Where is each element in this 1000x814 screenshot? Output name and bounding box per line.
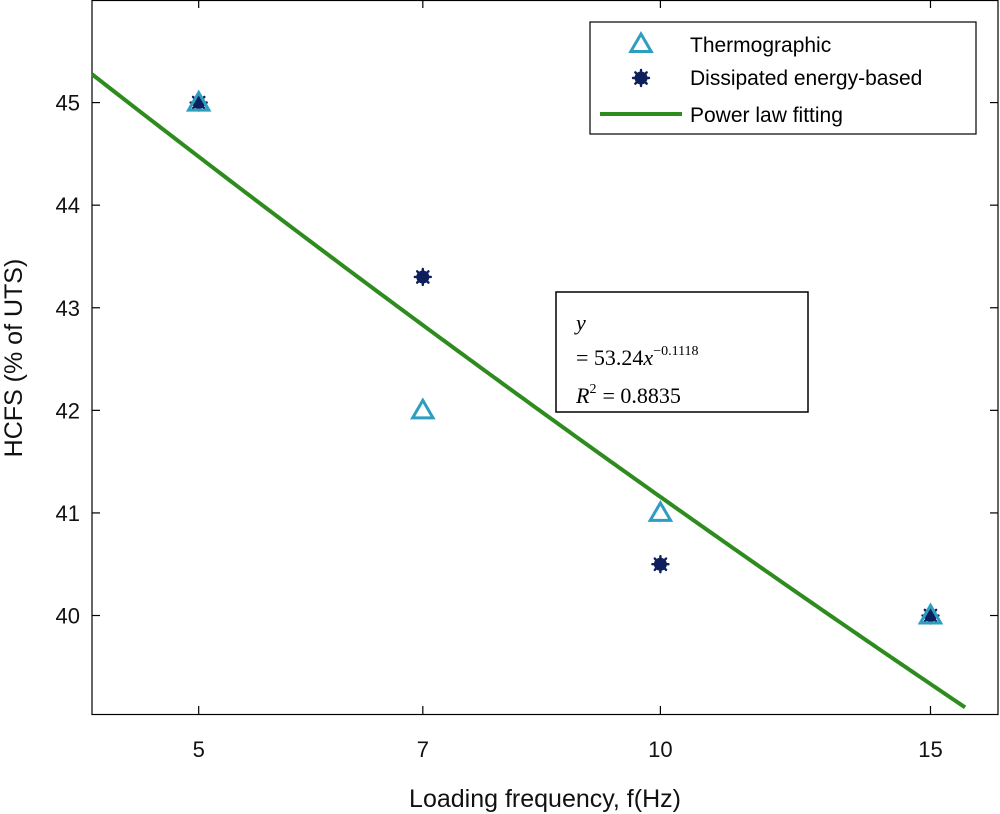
legend-dissipated-symbol [631, 68, 651, 88]
axis-tick-labels: 5 7 10 15 40 41 42 43 44 45 [56, 91, 943, 762]
plot-area: 5 7 10 15 40 41 42 43 44 45 [56, 0, 999, 762]
equation-line: = 53.24x−0.1118 [576, 344, 699, 370]
legend-fit-label: Power law fitting [690, 104, 843, 127]
y-tick-label: 44 [56, 193, 80, 218]
x-tick-label: 10 [648, 737, 672, 762]
thermographic-point [410, 397, 436, 420]
x-tick-label: 15 [918, 737, 942, 762]
dissipated-energy-point [413, 267, 433, 287]
x-tick-label: 5 [193, 737, 205, 762]
axis-ticks [92, 0, 998, 714]
r-squared-symbol: R [575, 383, 590, 408]
thermographic-point [917, 602, 944, 625]
x-axis-title: Loading frequency, f(Hz) [409, 785, 681, 813]
y-tick-label: 42 [56, 398, 80, 423]
equation-annotation: y = 53.24x−0.1118 R2 = 0.8835 [555, 291, 809, 413]
equation-x: x [642, 345, 653, 370]
equation-exponent: −0.1118 [653, 344, 698, 359]
legend-thermographic-symbol [628, 31, 654, 53]
y-tick-label: 43 [56, 296, 80, 321]
x-tick-label: 7 [417, 737, 429, 762]
axes-frame [91, 0, 999, 716]
legend-star-marker [631, 68, 651, 88]
y-tick-label: 45 [56, 91, 80, 116]
y-tick-label: 40 [56, 604, 80, 629]
legend-dissipated-label: Dissipated energy-based [690, 67, 922, 90]
equation-box [555, 291, 809, 413]
thermographic-point [647, 499, 674, 522]
equation-y: y [574, 310, 586, 335]
legend: Thermographic Dissipated energy-based Po… [589, 21, 977, 135]
equation-coefficient: = 53.24 [576, 345, 643, 370]
legend-thermographic-label: Thermographic [690, 34, 831, 57]
power-law-fit-curve [90, 72, 967, 710]
dissipated-energy-point [651, 555, 670, 574]
y-axis-title: HCFS (% of UTS) [0, 259, 28, 458]
data-markers [185, 89, 944, 625]
r-squared-power: 2 [589, 382, 596, 397]
r-squared: R2 = 0.8835 [575, 382, 681, 408]
legend-triangle-marker [628, 31, 654, 53]
y-tick-label: 41 [56, 501, 80, 526]
thermographic-point [185, 89, 212, 112]
r-squared-value: = 0.8835 [602, 383, 680, 408]
